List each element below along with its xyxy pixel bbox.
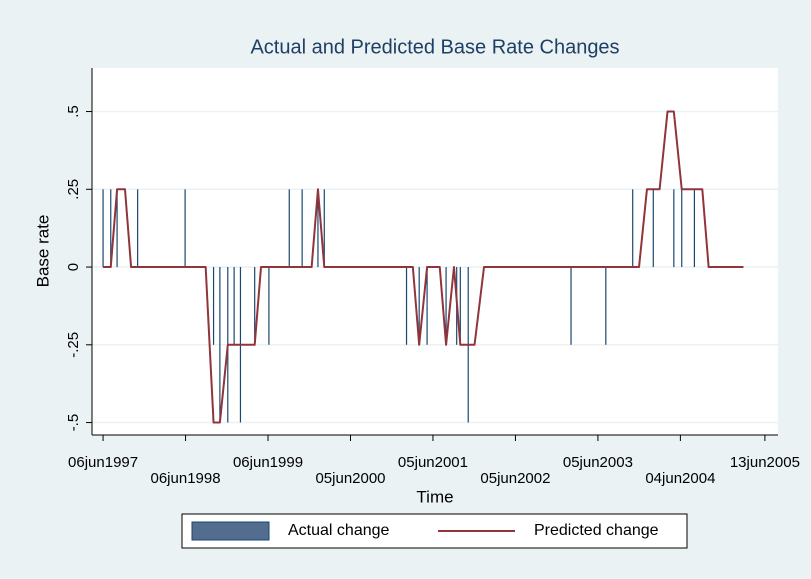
legend-label: Predicted change [534,522,659,539]
legend-label: Actual change [288,522,390,539]
x-tick-label: 06jun1998 [151,470,221,487]
legend-swatch [191,521,270,541]
plot-area [92,68,778,435]
y-tick-label: -.25 [65,332,82,358]
x-tick-label: 06jun1999 [233,454,303,471]
x-tick-label: 05jun2003 [563,454,633,471]
y-tick-label: 0 [65,263,82,271]
predicted-line [103,110,744,424]
y-tick-label: .25 [65,179,82,200]
x-tick-label: 06jun1997 [68,454,138,471]
y-tick-label: -.5 [65,414,82,432]
y-axis-label: Base rate [33,215,52,288]
y-tick-label: .5 [65,105,82,118]
x-axis-label: Time [416,487,453,506]
x-tick-label: 05jun2001 [398,454,468,471]
x-tick-label: 04jun2004 [645,470,715,487]
x-tick-label: 13jun2005 [730,454,800,471]
x-tick-label: 05jun2002 [480,470,550,487]
chart-title: Actual and Predicted Base Rate Changes [250,36,619,58]
x-tick-label: 05jun2000 [315,470,385,487]
